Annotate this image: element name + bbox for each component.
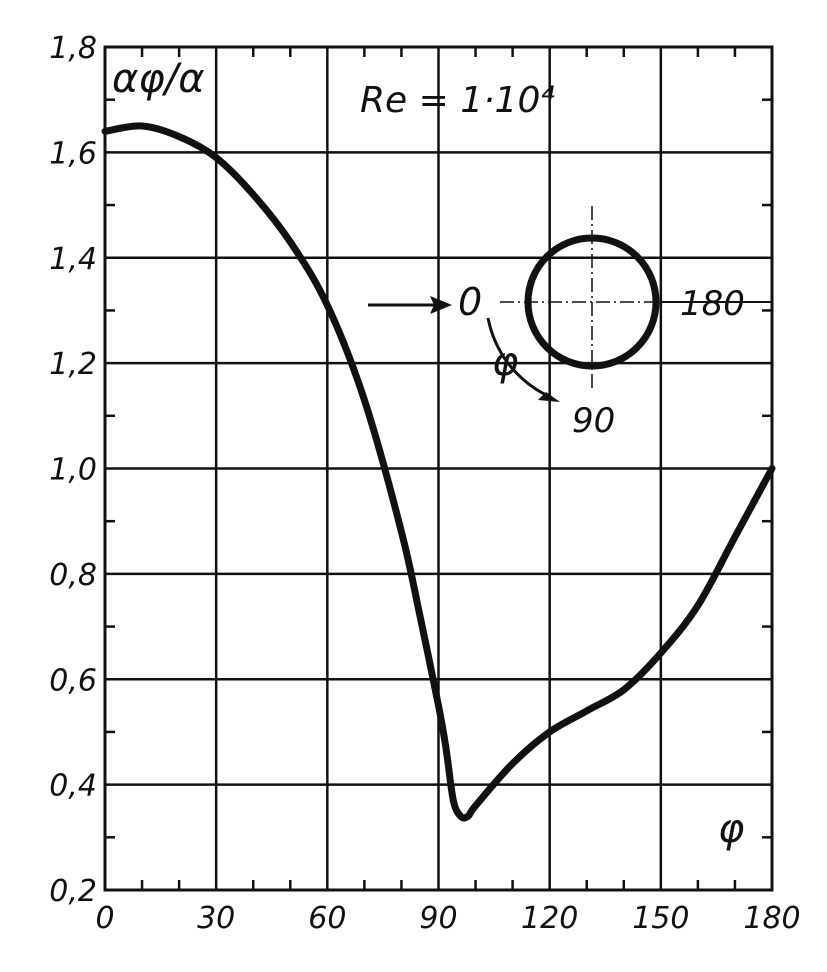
- y-axis-ticks: 0,2 0,4 0,6 0,8 1,0 1,2 1,4 1,6 1,8: [49, 31, 97, 909]
- inset-label-0: 0: [458, 280, 482, 324]
- x-tick-label: 30: [197, 901, 235, 936]
- y-tick-label: 0,8: [49, 558, 97, 593]
- flow-arrow-head: [430, 296, 452, 314]
- cylinder-diagram: 0 180 φ 90: [368, 206, 772, 441]
- x-tick-label: 90: [419, 901, 457, 936]
- y-tick-label: 1,0: [49, 453, 97, 488]
- x-tick-label: 150: [632, 901, 689, 936]
- cylinder-circle: [524, 234, 660, 370]
- reynolds-annotation: Re = 1·10⁴: [360, 80, 555, 121]
- inset-label-90: 90: [572, 401, 615, 441]
- x-axis-ticks: 0 30 60 90 120 150 180: [95, 901, 800, 936]
- y-tick-label: 0,6: [49, 663, 97, 698]
- x-tick-label: 0: [95, 901, 114, 936]
- x-tick-label: 120: [521, 901, 578, 936]
- series-line: [101, 122, 776, 822]
- y-axis-label: αφ/α: [112, 56, 205, 102]
- y-tick-label: 1,6: [49, 136, 97, 171]
- y-tick-label: 1,2: [49, 347, 97, 382]
- x-tick-label: 180: [743, 901, 800, 936]
- inset-label-phi: φ: [492, 339, 518, 385]
- y-tick-label: 1,8: [49, 31, 97, 66]
- grid: [103, 45, 774, 892]
- y-tick-label: 1,4: [49, 242, 97, 277]
- x-tick-label: 60: [308, 901, 346, 936]
- phi-arc-arrow: [486, 317, 549, 398]
- phi-arc-arrow-head: [538, 392, 560, 402]
- y-tick-label: 0,2: [49, 874, 97, 909]
- y-tick-label: 0,4: [49, 769, 97, 804]
- x-axis-label: φ: [718, 806, 744, 852]
- inset-label-180: 180: [680, 284, 745, 324]
